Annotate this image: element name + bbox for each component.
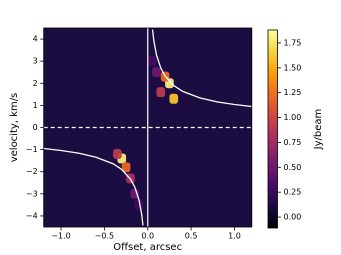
x-tick-label: 1.0	[228, 232, 241, 241]
y-tick-label: 2	[33, 79, 38, 88]
x-tick-label: −0.5	[95, 232, 114, 241]
colorbar-tick-label: 1.75	[284, 38, 302, 47]
colorbar-tick-label: 0.50	[284, 163, 302, 172]
colorbar	[267, 29, 278, 229]
heat-cell	[169, 93, 179, 104]
model-curve	[43, 147, 144, 226]
x-axis-label: Offset, arcsec	[113, 242, 182, 253]
x-tick-label: 0.0	[141, 232, 154, 241]
colorbar-tick-label: 1.50	[284, 63, 302, 72]
heat-cell	[121, 162, 131, 173]
y-tick-label: −1	[26, 145, 38, 154]
heat-cell	[156, 87, 166, 98]
colorbar-tick-label: 0.25	[284, 188, 302, 197]
colorbar-tick-label: 0.75	[284, 138, 302, 147]
heat-cell	[147, 56, 157, 67]
y-tick-label: −2	[26, 167, 38, 176]
y-tick-label: 4	[33, 35, 38, 44]
y-axis-label: velocity, km/s	[9, 93, 20, 163]
model-curve	[151, 29, 252, 108]
heat-cell	[134, 199, 144, 210]
x-tick-label: −1.0	[51, 232, 70, 241]
plot-area	[43, 28, 252, 227]
colorbar-tick-label: 1.25	[284, 88, 302, 97]
heat-cell	[130, 188, 140, 199]
y-tick-label: −3	[26, 189, 38, 198]
x-tick-label: 0.5	[185, 232, 198, 241]
heat-cell	[152, 67, 161, 78]
y-tick-label: −4	[26, 211, 38, 220]
y-tick-label: 0	[33, 123, 38, 132]
y-tick-label: 3	[33, 57, 38, 66]
y-tick-label: 1	[33, 101, 38, 110]
heat-cell	[113, 149, 122, 160]
colorbar-label: Jy/beam	[313, 109, 324, 151]
colorbar-tick-label: 1.00	[284, 113, 302, 122]
colorbar-tick-label: 0.00	[284, 213, 302, 222]
